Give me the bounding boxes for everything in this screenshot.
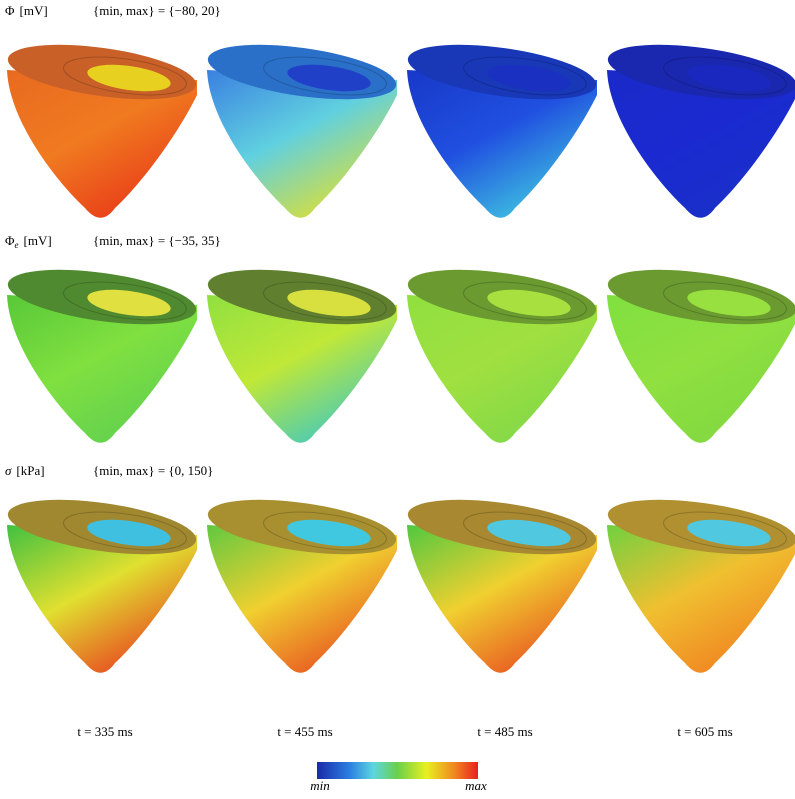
symbol: σ — [5, 463, 12, 478]
heart-cavity — [287, 519, 371, 547]
heart-body — [207, 70, 397, 218]
heart-cavity — [287, 289, 371, 317]
symbol: Φ — [5, 233, 15, 248]
heart-cavity — [87, 519, 171, 547]
heart-body — [607, 525, 795, 673]
heart-panel — [407, 44, 597, 218]
range-label: {min, max} = {−80, 20} — [93, 3, 221, 18]
heart-body — [207, 295, 397, 443]
heart-cavity — [687, 289, 771, 317]
heart-body — [207, 525, 397, 673]
heart-body — [7, 295, 197, 443]
heart-body — [607, 295, 795, 443]
row-label: Φe [mV] — [5, 233, 52, 250]
heart-panel — [7, 44, 197, 218]
heart-panel — [407, 499, 597, 673]
heart-body — [407, 525, 597, 673]
unit: [mV] — [24, 233, 52, 248]
heart-panel — [207, 269, 397, 443]
time-label: t = 605 ms — [677, 724, 732, 739]
colorbar-min: min — [310, 778, 330, 793]
subscript: e — [15, 240, 19, 250]
heart-panel — [7, 499, 197, 673]
heart-cavity — [487, 64, 571, 92]
row-label: Φ [mV] — [5, 3, 48, 18]
time-label: t = 485 ms — [477, 724, 532, 739]
heart-body — [407, 295, 597, 443]
heart-body — [607, 70, 795, 218]
heart-cavity — [687, 64, 771, 92]
colorbar — [317, 762, 478, 779]
row-label: σ [kPa] — [5, 463, 45, 478]
symbol: Φ — [5, 3, 15, 18]
heart-panel — [407, 269, 597, 443]
unit: [mV] — [20, 3, 48, 18]
time-label: t = 455 ms — [277, 724, 332, 739]
heart-panel — [207, 499, 397, 673]
heart-panel — [607, 269, 795, 443]
colorbar-max: max — [465, 778, 487, 793]
time-label: t = 335 ms — [77, 724, 132, 739]
heart-body — [7, 525, 197, 673]
heart-body — [407, 70, 597, 218]
heart-cavity — [487, 289, 571, 317]
heart-cavity — [687, 519, 771, 547]
heart-cavity — [287, 64, 371, 92]
range-label: {min, max} = {0, 150} — [93, 463, 213, 478]
unit: [kPa] — [16, 463, 44, 478]
heart-cavity — [87, 289, 171, 317]
heart-panel — [607, 499, 795, 673]
heart-panel — [7, 269, 197, 443]
heart-body — [7, 70, 197, 218]
range-label: {min, max} = {−35, 35} — [93, 233, 221, 248]
heart-panel — [607, 44, 795, 218]
heart-cavity — [87, 64, 171, 92]
heart-cavity — [487, 519, 571, 547]
heart-panel — [207, 44, 397, 218]
